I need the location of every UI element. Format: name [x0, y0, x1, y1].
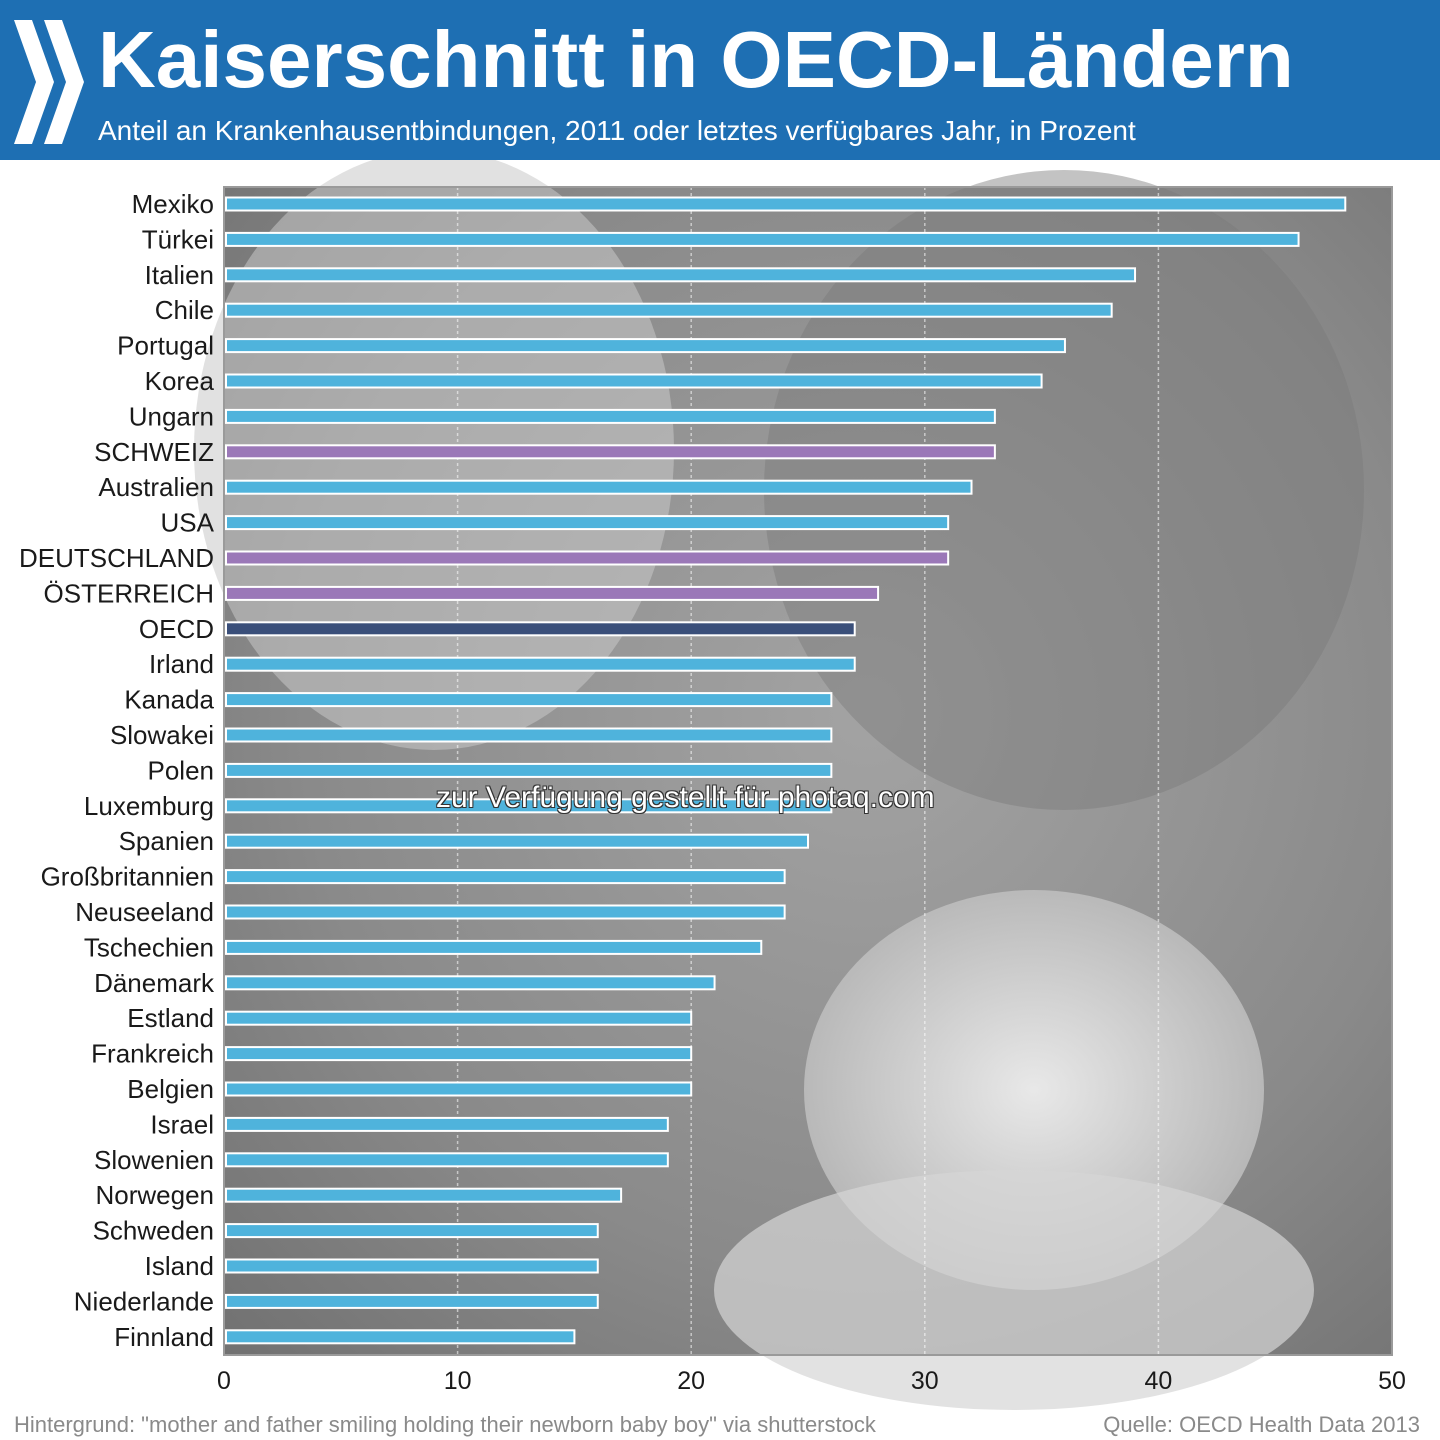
- bar-2: [225, 267, 1137, 283]
- bar-19: [225, 869, 786, 885]
- bar-7: [225, 444, 996, 460]
- bar-22: [225, 975, 716, 991]
- country-label: Portugal: [117, 331, 214, 361]
- x-tick-label: 20: [677, 1367, 705, 1395]
- country-label: Luxemburg: [84, 791, 214, 821]
- x-tick-label: 40: [1144, 1367, 1172, 1395]
- bar-5: [225, 373, 1043, 389]
- x-axis-ticks: 0 10 20 30 40 50: [217, 1367, 1406, 1395]
- bar-30: [225, 1258, 599, 1274]
- bar-11: [225, 585, 880, 601]
- country-label: Belgien: [127, 1074, 214, 1104]
- bar-27: [225, 1152, 669, 1168]
- country-label: Chile: [155, 295, 214, 325]
- bar-8: [225, 479, 973, 495]
- x-tick-label: 10: [444, 1367, 472, 1395]
- bar-0: [225, 196, 1347, 212]
- country-label: Irland: [149, 649, 214, 679]
- country-label: USA: [161, 508, 215, 538]
- page-subtitle: Anteil an Krankenhausentbindungen, 2011 …: [98, 115, 1136, 146]
- country-label: Estland: [127, 1003, 214, 1033]
- country-label: Norwegen: [95, 1180, 214, 1210]
- oecd-logo-icon: [14, 20, 84, 144]
- bar-24: [225, 1046, 693, 1062]
- country-label: Slowakei: [110, 720, 214, 750]
- country-label: Spanien: [119, 826, 214, 856]
- bar-12: [225, 621, 856, 637]
- bar-18: [225, 833, 809, 849]
- bar-3: [225, 302, 1113, 318]
- country-label: Ungarn: [129, 401, 214, 431]
- x-tick-label: 50: [1378, 1367, 1406, 1395]
- bar-21: [225, 939, 763, 955]
- bar-15: [225, 727, 833, 743]
- x-tick-label: 0: [217, 1367, 231, 1395]
- country-label: Polen: [148, 755, 215, 785]
- plot-border: [223, 186, 1393, 1356]
- watermark-text: zur Verfügung gestellt für photaq.com: [436, 781, 935, 814]
- country-label: OECD: [139, 614, 214, 644]
- country-label: Slowenien: [94, 1145, 214, 1175]
- bar-9: [225, 515, 950, 531]
- country-label: ÖSTERREICH: [44, 578, 214, 608]
- country-label: Neuseeland: [75, 897, 214, 927]
- country-label: Schweden: [93, 1216, 214, 1246]
- bar-1: [225, 231, 1300, 247]
- background-credit: Hintergrund: "mother and father smiling …: [14, 1412, 876, 1437]
- bar-29: [225, 1223, 599, 1239]
- bar-13: [225, 656, 856, 672]
- bar-chart: Mexiko Türkei Italien Chile Portugal Korea Ung…: [19, 160, 1406, 1410]
- source-credit: Quelle: OECD Health Data 2013: [1103, 1412, 1420, 1437]
- country-label: Kanada: [124, 685, 214, 715]
- bar-31: [225, 1293, 599, 1309]
- bar-20: [225, 904, 786, 920]
- country-label: Australien: [98, 472, 214, 502]
- bars: [225, 196, 1347, 1345]
- bar-14: [225, 692, 833, 708]
- bar-16: [225, 762, 833, 778]
- country-label: Korea: [145, 366, 215, 396]
- bar-4: [225, 338, 1066, 354]
- bar-17: [225, 798, 833, 814]
- bar-32: [225, 1329, 576, 1345]
- country-label: DEUTSCHLAND: [19, 543, 214, 573]
- country-label: Israel: [150, 1109, 214, 1139]
- country-label: Island: [145, 1251, 214, 1281]
- bar-6: [225, 408, 996, 424]
- country-label: Niederlande: [74, 1286, 214, 1316]
- bar-25: [225, 1081, 693, 1097]
- country-label: Türkei: [142, 224, 214, 254]
- country-label: Tschechien: [84, 932, 214, 962]
- bar-10: [225, 550, 950, 566]
- country-label: Dänemark: [94, 968, 215, 998]
- country-label: Italien: [145, 260, 214, 290]
- bar-28: [225, 1187, 623, 1203]
- country-label: Finnland: [114, 1322, 214, 1352]
- x-tick-label: 30: [911, 1367, 939, 1395]
- country-label: Mexiko: [132, 189, 214, 219]
- bar-23: [225, 1010, 693, 1026]
- category-labels: Mexiko Türkei Italien Chile Portugal Korea Ung…: [19, 189, 215, 1352]
- chart-area: Mexiko Türkei Italien Chile Portugal Korea Ung…: [4, 160, 1436, 1436]
- bar-26: [225, 1116, 669, 1132]
- country-label: Großbritannien: [41, 862, 214, 892]
- country-label: Frankreich: [91, 1039, 214, 1069]
- page-title: Kaiserschnitt in OECD-Ländern: [98, 15, 1294, 104]
- country-label: SCHWEIZ: [94, 437, 214, 467]
- header-banner: Kaiserschnitt in OECD-Ländern Anteil an …: [0, 0, 1440, 160]
